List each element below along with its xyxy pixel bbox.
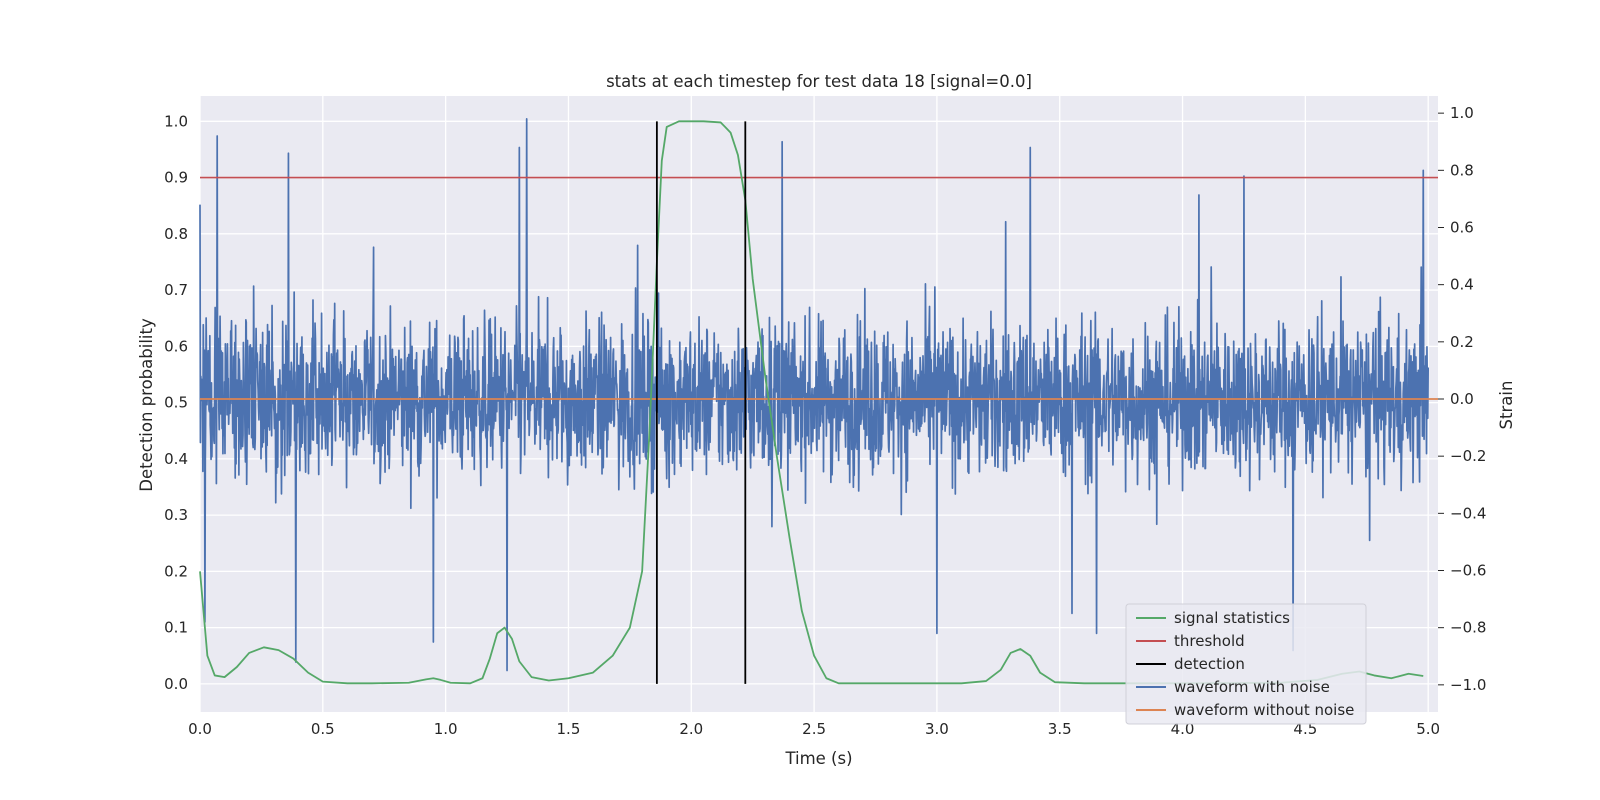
legend-label-signal-statistics: signal statistics (1174, 609, 1290, 627)
left-y-tick-label: 0.4 (164, 450, 188, 468)
right-y-tick-label: −0.8 (1450, 619, 1486, 637)
x-tick-label: 1.5 (557, 720, 581, 738)
x-tick-label: 5.0 (1416, 720, 1440, 738)
right-y-tick-label: 0.4 (1450, 276, 1474, 294)
legend-label-waveform-without-noise: waveform without noise (1174, 701, 1354, 719)
left-y-tick-label: 0.7 (164, 281, 188, 299)
signal-statistics-line (199, 120, 1424, 685)
left-y-tick-label: 0.9 (164, 169, 188, 187)
right-y-tick-label: 0.0 (1450, 390, 1474, 408)
x-tick-label: 3.5 (1048, 720, 1072, 738)
left-y-tick-label: 0.6 (164, 337, 188, 355)
left-y-tick-label: 0.2 (164, 562, 188, 580)
right-y-axis-ticks: −1.0 −0.8 −0.6 −0.4 −0.2 0.0 0.2 0.4 0.6 0.8 1.0 (1438, 104, 1486, 694)
series-layer (199, 120, 1438, 685)
right-y-tick-label: 0.6 (1450, 218, 1474, 236)
waveform-with-noise-line (199, 118, 1430, 672)
right-y-axis-label: Strain (1497, 381, 1516, 430)
x-tick-label: 2.5 (802, 720, 826, 738)
legend-label-waveform-with-noise: waveform with noise (1174, 678, 1330, 696)
x-tick-label: 1.0 (434, 720, 458, 738)
right-y-tick-label: −0.4 (1450, 504, 1486, 522)
x-axis-label: Time (s) (784, 749, 852, 768)
left-y-axis-label: Detection probability (137, 318, 156, 492)
legend-box (1125, 603, 1367, 725)
legend-label-threshold: threshold (1174, 632, 1245, 650)
left-y-tick-label: 0.0 (164, 675, 188, 693)
left-y-tick-label: 0.5 (164, 394, 188, 412)
right-y-tick-label: 0.8 (1450, 161, 1474, 179)
left-y-tick-label: 1.0 (164, 112, 188, 130)
waveform-with-noise (199, 118, 1430, 672)
legend-label-detection: detection (1174, 655, 1245, 673)
x-tick-label: 0.5 (311, 720, 335, 738)
right-y-tick-label: −0.6 (1450, 562, 1486, 580)
left-y-tick-label: 0.1 (164, 619, 188, 637)
x-tick-label: 0.0 (188, 720, 212, 738)
legend: signal statistics threshold detection wa… (1125, 603, 1367, 725)
right-y-tick-label: 1.0 (1450, 104, 1474, 122)
left-y-axis-ticks: 0.0 0.1 0.2 0.3 0.4 0.5 0.6 0.7 0.8 0.9 1.0 (164, 112, 188, 693)
left-y-tick-label: 0.3 (164, 506, 188, 524)
right-y-tick-label: −0.2 (1450, 447, 1486, 465)
left-y-tick-label: 0.8 (164, 225, 188, 243)
right-y-tick-label: 0.2 (1450, 333, 1474, 351)
x-tick-label: 3.0 (925, 720, 949, 738)
right-y-tick-label: −1.0 (1450, 676, 1486, 694)
x-tick-label: 2.0 (679, 720, 703, 738)
chart-title: stats at each timestep for test data 18 … (606, 72, 1032, 91)
